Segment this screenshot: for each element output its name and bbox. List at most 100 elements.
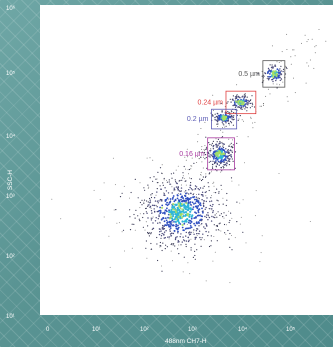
data-point (216, 224, 218, 227)
data-point (217, 138, 219, 140)
data-point (212, 203, 214, 206)
data-point (267, 88, 269, 90)
data-point (235, 100, 238, 103)
data-point (216, 240, 218, 242)
data-point (168, 221, 171, 224)
data-point (166, 222, 169, 224)
data-point (245, 99, 248, 102)
data-point (215, 115, 218, 118)
data-point (164, 187, 166, 189)
data-point (180, 198, 182, 201)
data-point (193, 203, 195, 205)
data-point (123, 185, 125, 187)
data-point (181, 179, 183, 181)
data-point (205, 280, 207, 282)
data-point (163, 234, 165, 236)
data-point (228, 145, 230, 147)
data-point (174, 179, 176, 181)
data-point (182, 172, 184, 174)
data-point (169, 213, 172, 216)
data-point (165, 219, 168, 222)
data-point (186, 212, 190, 215)
data-point (119, 196, 122, 198)
data-point (161, 228, 163, 230)
data-point (231, 151, 233, 153)
data-point (158, 228, 161, 230)
data-point (150, 242, 152, 245)
data-point (235, 105, 237, 107)
data-point (188, 168, 191, 171)
data-point (220, 142, 222, 144)
data-point (147, 201, 149, 203)
data-point (202, 176, 204, 178)
data-point (175, 181, 177, 183)
data-point (211, 195, 212, 197)
data-point (217, 229, 219, 231)
data-point (173, 172, 175, 174)
data-point (189, 184, 192, 186)
data-point (170, 235, 172, 237)
data-point (118, 222, 120, 224)
data-point (221, 111, 223, 113)
data-point (162, 224, 164, 227)
data-point (257, 74, 259, 76)
data-point (205, 154, 207, 156)
data-point (161, 206, 164, 209)
data-point (221, 136, 224, 138)
data-point (221, 160, 224, 163)
data-point (133, 213, 135, 216)
data-point (115, 209, 117, 211)
data-point (165, 224, 168, 227)
data-point (200, 171, 202, 173)
data-point (196, 207, 199, 209)
data-point (227, 160, 230, 162)
data-point (159, 209, 162, 212)
data-point (159, 206, 162, 209)
data-point (239, 97, 241, 99)
data-point (205, 156, 207, 159)
data-point (103, 216, 105, 218)
data-point (200, 174, 202, 176)
data-point (155, 204, 157, 206)
data-point (181, 220, 184, 223)
data-point (198, 208, 201, 211)
data-point (202, 178, 204, 181)
data-point (226, 192, 228, 195)
data-point (149, 199, 151, 201)
data-point (261, 105, 262, 107)
data-point (187, 169, 189, 171)
data-point (133, 223, 135, 225)
data-point (197, 221, 200, 224)
data-point (175, 182, 178, 184)
gate-label: 0.16 µm (179, 151, 205, 158)
data-point (93, 189, 95, 191)
data-point (220, 102, 222, 104)
data-point (148, 186, 150, 188)
data-point (180, 244, 182, 246)
data-point (108, 235, 110, 237)
data-point (218, 191, 220, 193)
data-point (210, 245, 212, 247)
data-point (276, 83, 278, 85)
data-point (168, 238, 170, 240)
y-tick-label: 10⁶ (6, 5, 16, 12)
data-point (219, 117, 221, 120)
data-point (178, 221, 181, 224)
data-point (186, 209, 189, 212)
data-point (146, 157, 148, 159)
data-point (280, 74, 282, 76)
data-point (152, 180, 154, 182)
data-point (213, 236, 215, 237)
data-point (153, 208, 155, 210)
data-point (205, 206, 207, 209)
data-point (242, 199, 244, 201)
data-point (165, 230, 167, 232)
data-point (205, 195, 207, 197)
data-point (162, 184, 164, 186)
data-point (231, 249, 233, 251)
data-point (217, 115, 219, 118)
data-point (208, 186, 210, 188)
data-point (232, 104, 234, 107)
data-point (131, 247, 133, 249)
y-tick-label: 10⁵ (6, 70, 16, 77)
